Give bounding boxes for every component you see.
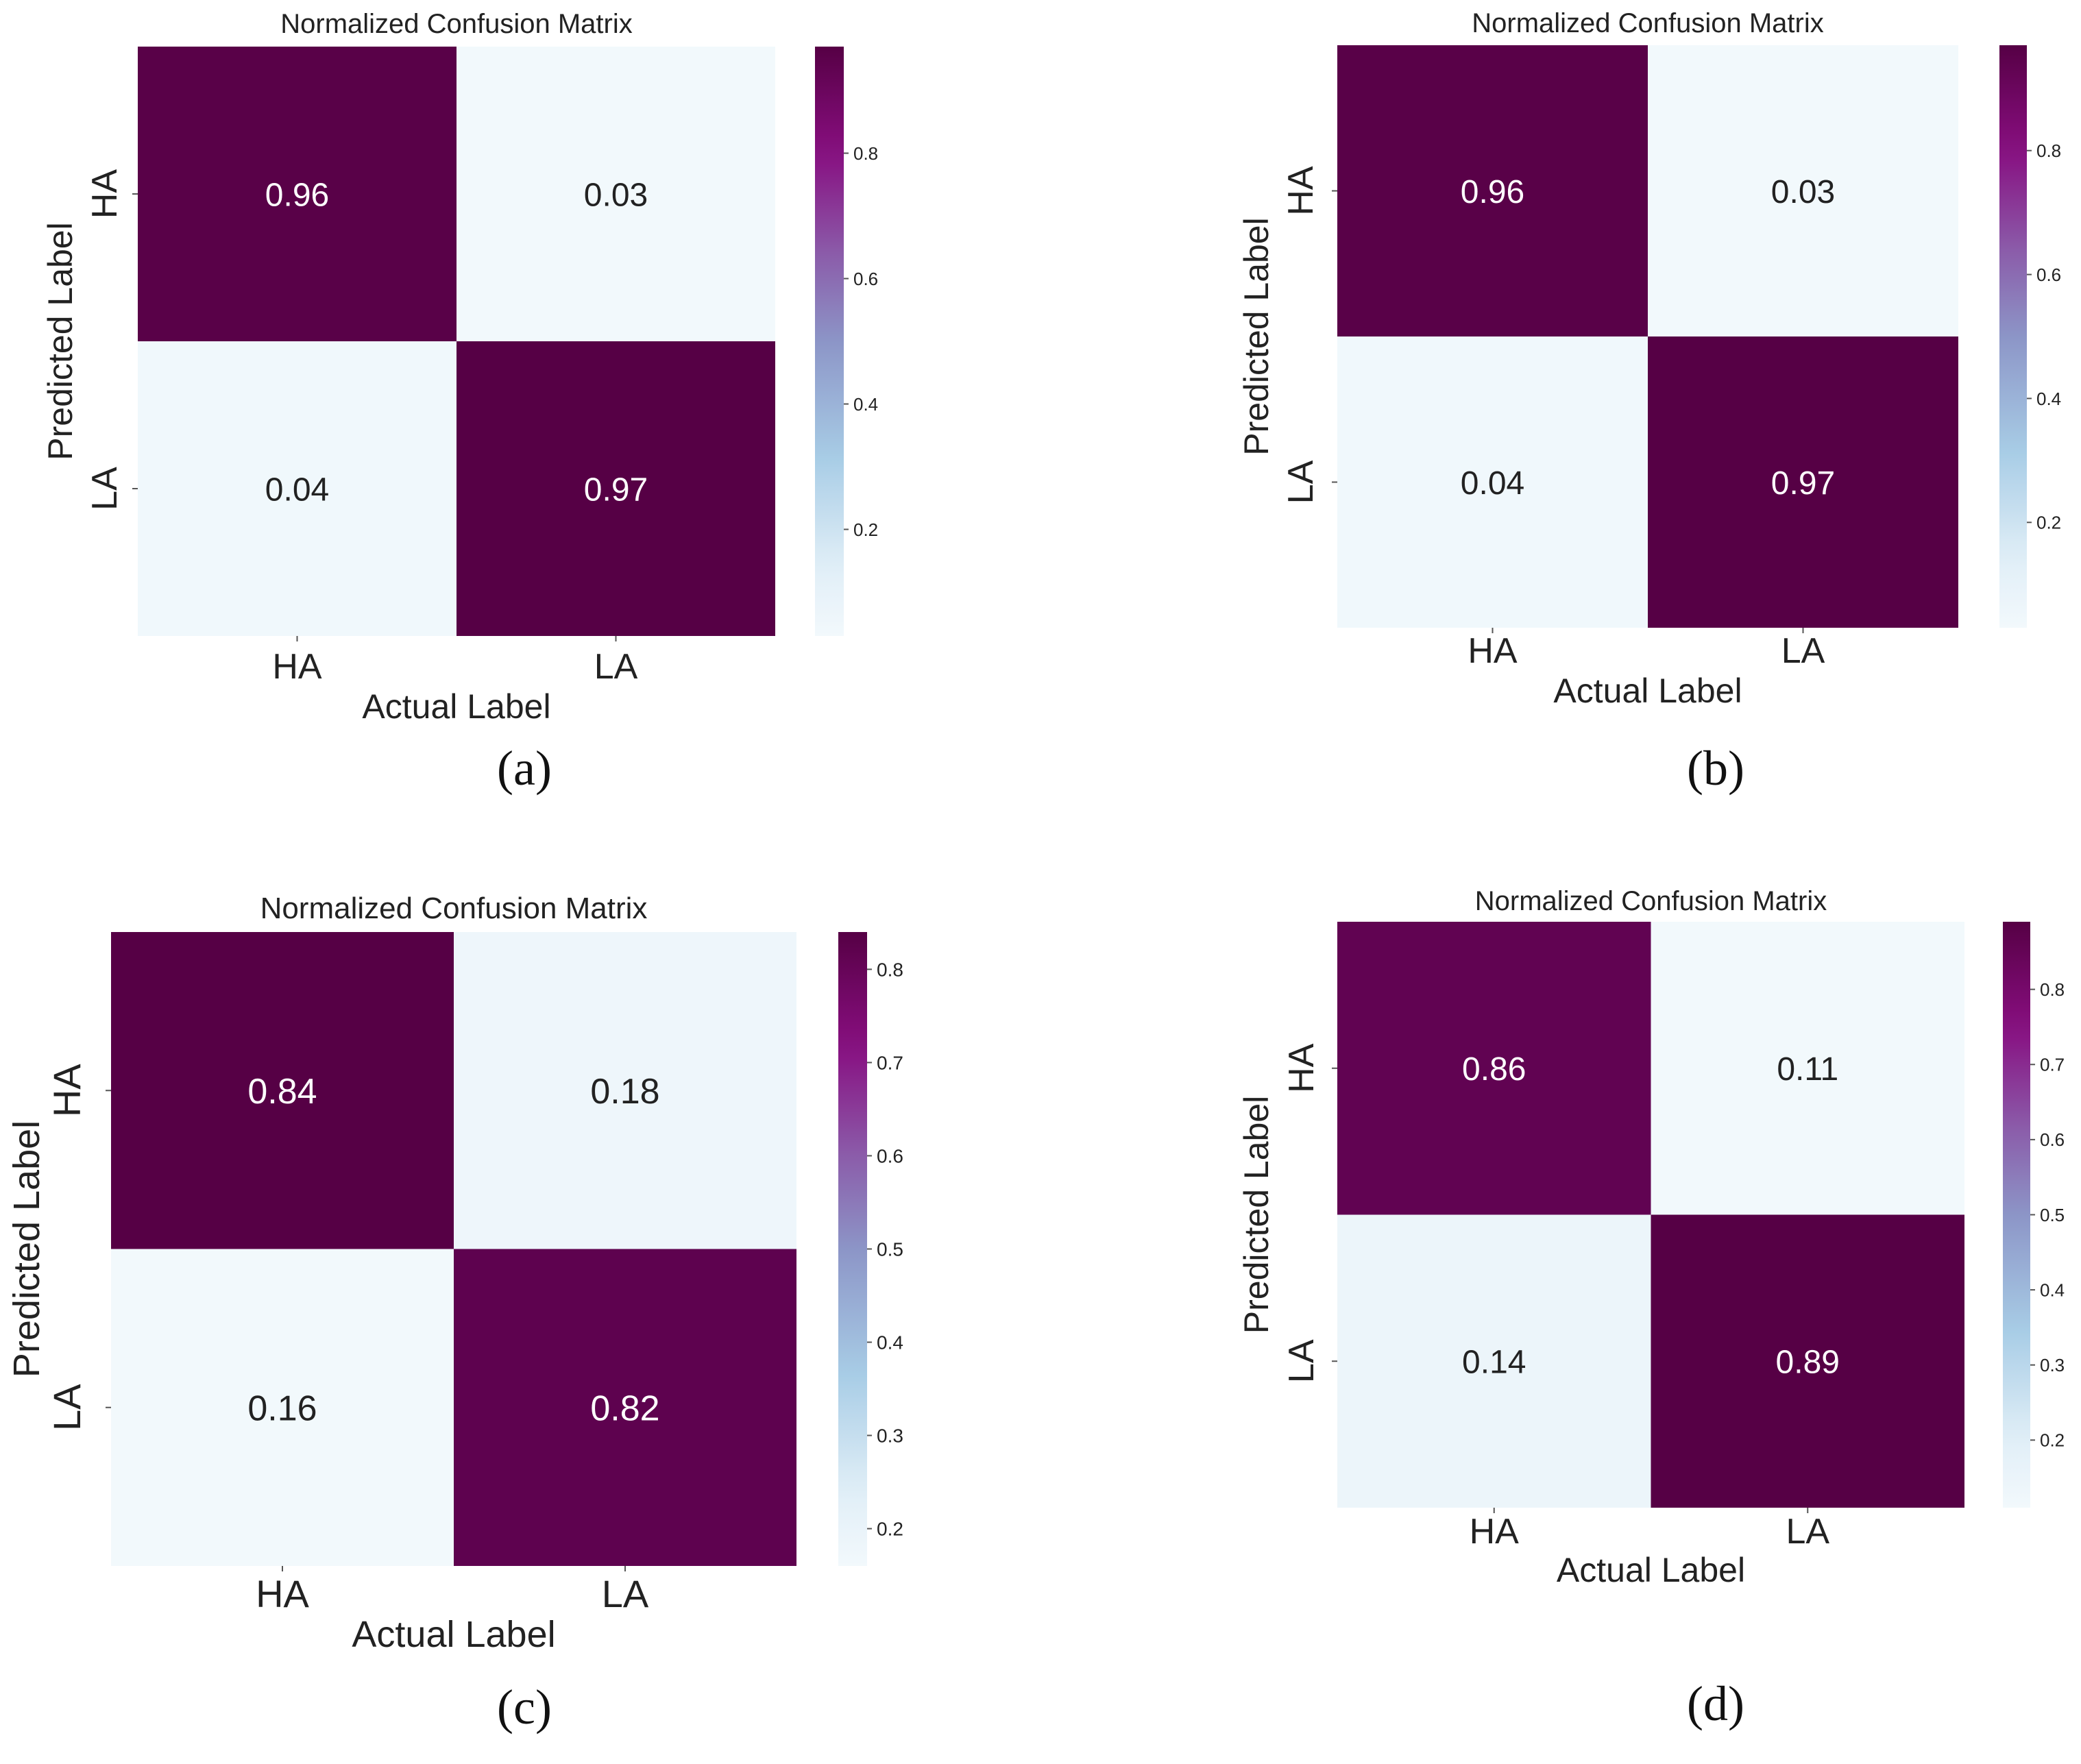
panel-d: Normalized Confusion Matrix 0.86 0.11 0.14 0… bbox=[1237, 886, 2065, 1731]
colorbar-tick-label: 0.7 bbox=[2040, 1055, 2065, 1075]
panel-label: (c) bbox=[497, 1680, 552, 1735]
y-tick-label: HA bbox=[1281, 166, 1321, 216]
colorbar-tick-label: 0.2 bbox=[2040, 1430, 2065, 1451]
x-axis-label: Actual Label bbox=[1557, 1551, 1745, 1589]
chart-title: Normalized Confusion Matrix bbox=[1475, 886, 1827, 916]
y-tick-label: LA bbox=[1282, 1339, 1322, 1383]
heatmap-cell bbox=[1337, 45, 1648, 336]
colorbar-tick-label: 0.8 bbox=[2040, 979, 2065, 1000]
heatmap-cell bbox=[1648, 45, 1958, 336]
cell-value-label: 0.97 bbox=[1771, 465, 1835, 502]
colorbar-tick-label: 0.4 bbox=[2040, 1279, 2065, 1300]
colorbar-tick-label: 0.3 bbox=[877, 1425, 903, 1447]
heatmap-cell bbox=[138, 341, 457, 636]
colorbar-tick-label: 0.6 bbox=[2040, 1129, 2065, 1150]
colorbar-tick-label: 0.8 bbox=[2036, 140, 2061, 161]
heatmap-cell bbox=[1648, 336, 1958, 628]
y-tick-label: HA bbox=[1282, 1043, 1322, 1093]
cell-value-label: 0.04 bbox=[1461, 465, 1524, 502]
colorbar-tick-label: 0.6 bbox=[877, 1146, 903, 1167]
y-axis-label: Predicted Label bbox=[1237, 217, 1276, 455]
heatmap-cell bbox=[111, 1249, 454, 1566]
panel-label: (b) bbox=[1687, 741, 1744, 796]
colorbar-tick-label: 0.8 bbox=[877, 959, 903, 980]
colorbar-tick-label: 0.6 bbox=[2036, 265, 2061, 285]
heatmap-cell bbox=[111, 932, 454, 1249]
colorbar bbox=[1999, 45, 2027, 628]
panel-a: Normalized Confusion Matrix 0.96 0.03 0.04 0… bbox=[41, 9, 878, 796]
y-tick-label: HA bbox=[45, 1064, 88, 1117]
panel-b: Normalized Confusion Matrix 0.96 0.03 0.04 0… bbox=[1237, 8, 2061, 796]
cell-value-label: 0.97 bbox=[584, 471, 648, 508]
x-tick-label: HA bbox=[272, 647, 322, 687]
chart-title: Normalized Confusion Matrix bbox=[260, 892, 648, 925]
panel-label: (a) bbox=[497, 741, 552, 796]
heatmap-cell bbox=[1337, 336, 1648, 628]
cell-value-label: 0.03 bbox=[1771, 174, 1835, 210]
x-axis-label: Actual Label bbox=[362, 687, 550, 726]
colorbar-tick-label: 0.7 bbox=[877, 1053, 903, 1074]
colorbar-tick-label: 0.4 bbox=[2036, 389, 2061, 409]
x-tick-label: LA bbox=[602, 1572, 649, 1615]
panel-label: (d) bbox=[1687, 1676, 1744, 1731]
y-axis-label: Predicted Label bbox=[1237, 1096, 1276, 1334]
y-tick-label: LA bbox=[85, 467, 125, 511]
cell-value-label: 0.96 bbox=[265, 177, 329, 213]
heatmap-cell bbox=[1651, 922, 1964, 1215]
colorbar-tick-label: 0.6 bbox=[853, 269, 878, 289]
heatmap-cell bbox=[457, 341, 775, 636]
heatmap-cell bbox=[454, 1249, 796, 1566]
colorbar-tick-label: 0.2 bbox=[853, 519, 878, 540]
heatmap-cell bbox=[138, 47, 457, 341]
cell-value-label: 0.89 bbox=[1776, 1345, 1840, 1381]
heatmap-cell bbox=[1337, 922, 1651, 1215]
colorbar bbox=[815, 47, 844, 636]
chart-title: Normalized Confusion Matrix bbox=[280, 9, 633, 39]
y-tick-label: LA bbox=[45, 1384, 88, 1431]
cell-value-label: 0.16 bbox=[247, 1388, 317, 1428]
heatmap-cell bbox=[1337, 1214, 1651, 1508]
cell-value-label: 0.04 bbox=[265, 471, 329, 508]
x-tick-label: HA bbox=[256, 1572, 309, 1615]
colorbar-tick-label: 0.2 bbox=[877, 1519, 903, 1540]
cell-value-label: 0.18 bbox=[590, 1072, 659, 1112]
cell-value-label: 0.11 bbox=[1777, 1051, 1838, 1088]
x-tick-label: LA bbox=[594, 647, 638, 687]
heatmap-cell bbox=[454, 932, 796, 1249]
colorbar-tick-label: 0.5 bbox=[877, 1239, 903, 1260]
x-tick-label: HA bbox=[1470, 1512, 1520, 1552]
y-tick-label: HA bbox=[85, 169, 125, 219]
chart-title: Normalized Confusion Matrix bbox=[1472, 8, 1824, 38]
y-tick-label: LA bbox=[1281, 460, 1321, 504]
colorbar bbox=[838, 932, 867, 1566]
cell-value-label: 0.14 bbox=[1462, 1345, 1526, 1381]
colorbar-tick-label: 0.2 bbox=[2036, 513, 2061, 533]
x-tick-label: LA bbox=[1786, 1512, 1829, 1552]
colorbar-tick-label: 0.8 bbox=[853, 143, 878, 164]
colorbar-tick-label: 0.4 bbox=[853, 394, 878, 415]
cell-value-label: 0.82 bbox=[590, 1388, 659, 1428]
y-axis-label: Predicted Label bbox=[6, 1120, 47, 1377]
cell-value-label: 0.96 bbox=[1461, 174, 1524, 210]
x-tick-label: HA bbox=[1468, 631, 1518, 671]
panel-c: Normalized Confusion Matrix 0.84 0.18 0.16 0… bbox=[6, 892, 903, 1735]
x-axis-label: Actual Label bbox=[1553, 672, 1742, 710]
y-axis-label: Predicted Label bbox=[41, 222, 80, 460]
colorbar-tick-label: 0.3 bbox=[2040, 1355, 2065, 1375]
x-axis-label: Actual Label bbox=[352, 1614, 555, 1655]
cell-value-label: 0.84 bbox=[247, 1072, 317, 1112]
heatmap-cell bbox=[457, 47, 775, 341]
colorbar bbox=[2003, 922, 2030, 1508]
x-tick-label: LA bbox=[1781, 631, 1825, 671]
colorbar-tick-label: 0.5 bbox=[2040, 1205, 2065, 1225]
cell-value-label: 0.03 bbox=[584, 177, 648, 213]
colorbar-tick-label: 0.4 bbox=[877, 1332, 903, 1353]
heatmap-cell bbox=[1651, 1214, 1964, 1508]
cell-value-label: 0.86 bbox=[1462, 1051, 1526, 1088]
